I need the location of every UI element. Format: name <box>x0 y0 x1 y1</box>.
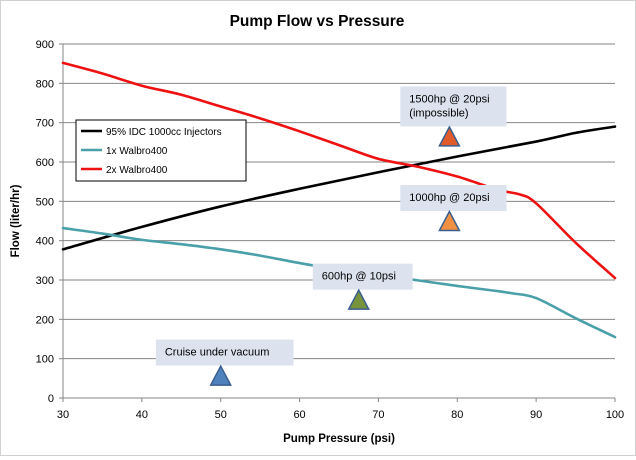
legend-label-1: 1x Walbro400 <box>106 146 168 157</box>
x-tick-label: 40 <box>136 409 148 421</box>
x-axis-label: Pump Pressure (psi) <box>283 433 395 445</box>
series-lines <box>61 61 617 339</box>
x-tick-label: 100 <box>606 409 624 421</box>
x-tick-label: 80 <box>451 409 463 421</box>
x-tick-label: 50 <box>215 409 227 421</box>
y-tick-label: 700 <box>36 118 54 130</box>
annotation-box <box>312 263 413 290</box>
annotation-label: (impossible) <box>409 107 468 119</box>
annotation-label: 1000hp @ 20psi <box>409 192 489 204</box>
legend: 95% IDC 1000cc Injectors 1x Walbro400 2x W… <box>75 119 247 182</box>
annotations: 1500hp @ 20psi (impossible) 1000hp @ 20psi… <box>155 86 507 386</box>
x-axis-ticks: 30 40 50 60 70 80 90 100 <box>57 398 624 421</box>
annotation-label: 1500hp @ 20psi <box>409 93 489 105</box>
annotation-box <box>155 339 294 366</box>
y-tick-label: 200 <box>36 314 54 326</box>
grid <box>62 43 615 399</box>
annotation-2: 600hp @ 10psi <box>312 263 413 310</box>
series-line-2 <box>61 61 617 280</box>
legend-box <box>75 119 247 182</box>
x-tick-label: 90 <box>530 409 542 421</box>
triangle-marker <box>209 364 232 386</box>
y-axis-ticks: 0 100 200 300 400 500 600 700 800 900 <box>36 39 63 405</box>
x-tick-label: 70 <box>372 409 384 421</box>
triangle-marker <box>438 209 461 232</box>
y-tick-label: 0 <box>48 393 54 405</box>
chart-title: Pump Flow vs Pressure <box>230 13 405 30</box>
annotation-box <box>400 86 507 127</box>
annotation-1: 1000hp @ 20psi <box>400 185 507 232</box>
triangle-marker <box>438 125 461 147</box>
legend-label-0: 95% IDC 1000cc Injectors <box>106 127 222 138</box>
y-tick-label: 600 <box>36 157 54 169</box>
y-tick-label: 300 <box>36 275 54 287</box>
annotation-label: Cruise under vacuum <box>165 347 270 359</box>
y-tick-label: 400 <box>36 236 54 248</box>
x-tick-label: 60 <box>293 409 305 421</box>
series-line-0 <box>61 125 617 251</box>
annotation-label: 600hp @ 10psi <box>322 271 396 283</box>
y-axis-label: Flow (liter/hr) <box>10 184 22 257</box>
y-tick-label: 900 <box>36 39 54 51</box>
annotation-0: 1500hp @ 20psi (impossible) <box>400 86 507 147</box>
y-tick-label: 500 <box>36 196 54 208</box>
triangle-marker <box>347 288 370 310</box>
annotation-3: Cruise under vacuum <box>155 339 294 386</box>
x-tick-label: 30 <box>57 409 69 421</box>
y-tick-label: 100 <box>36 354 54 366</box>
annotation-box <box>400 185 507 211</box>
y-tick-label: 800 <box>36 78 54 90</box>
legend-label-2: 2x Walbro400 <box>106 165 168 176</box>
